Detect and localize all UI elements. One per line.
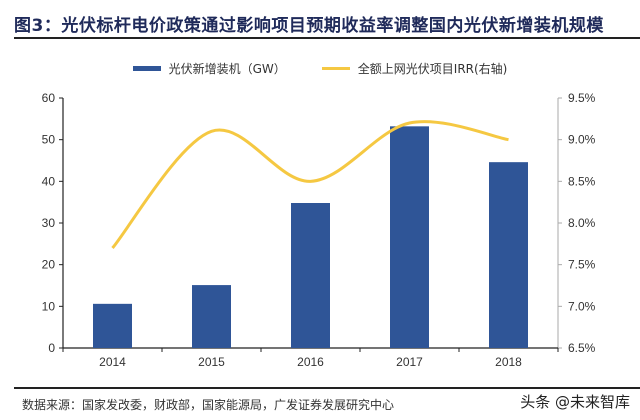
bar-2015: [192, 285, 231, 348]
right-tick-label: 9.5%: [568, 91, 596, 105]
x-tick-label: 2018: [495, 355, 522, 369]
bar-2017: [390, 126, 429, 348]
x-tick-label: 2014: [99, 355, 126, 369]
right-tick-label: 9.0%: [568, 133, 596, 147]
right-tick-label: 7.5%: [568, 258, 596, 272]
legend-label-bar: 光伏新增装机（GW）: [168, 62, 286, 76]
legend-item-line: 全额上网光伏项目IRR(右轴): [321, 60, 508, 77]
x-tick-label: 2016: [297, 355, 324, 369]
bar-2016: [291, 203, 330, 348]
legend-swatch-bar: [132, 66, 161, 71]
source-note: 数据来源：国家发改委，财政部，国家能源局，广发证券发展研究中心: [22, 398, 395, 412]
right-tick-label: 8.5%: [568, 174, 596, 188]
left-tick-label: 10: [42, 299, 56, 313]
left-tick-label: 0: [48, 341, 55, 355]
bar-2018: [489, 162, 528, 348]
source-rule: [14, 387, 640, 389]
left-tick-label: 30: [42, 216, 56, 230]
figure-title: 图3：光伏标杆电价政策通过影响项目预期收益率调整国内光伏新增装机规模: [14, 16, 604, 36]
left-tick-label: 40: [42, 174, 56, 188]
legend-label-line: 全额上网光伏项目IRR(右轴): [357, 62, 508, 76]
x-tick-label: 2017: [396, 355, 423, 369]
title-rule: [14, 37, 640, 39]
watermark: 头条 @未来智库: [520, 393, 630, 411]
right-tick-label: 6.5%: [568, 341, 596, 355]
right-tick-label: 7.0%: [568, 299, 596, 313]
left-tick-label: 20: [42, 258, 56, 272]
legend-swatch-line: [321, 67, 350, 70]
bar-2014: [93, 303, 132, 348]
left-tick-label: 60: [42, 91, 56, 105]
left-tick-label: 50: [42, 133, 56, 147]
legend-item-bar: 光伏新增装机（GW）: [132, 60, 286, 77]
right-tick-label: 8.0%: [568, 216, 596, 230]
legend: 光伏新增装机（GW） 全额上网光伏项目IRR(右轴): [0, 60, 640, 77]
x-tick-label: 2015: [198, 355, 225, 369]
